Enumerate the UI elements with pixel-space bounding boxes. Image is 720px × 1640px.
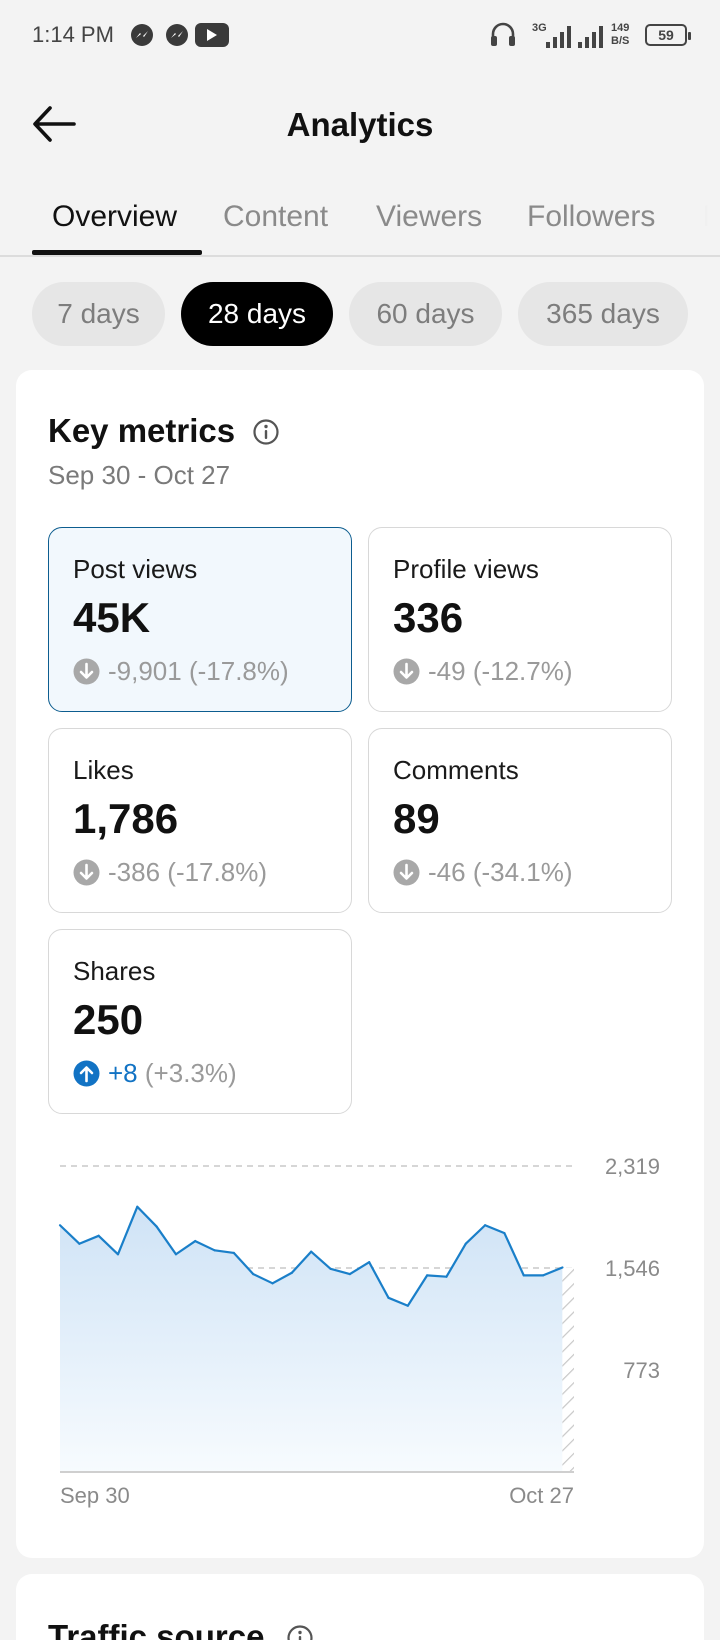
tab-active-indicator (32, 250, 202, 255)
range-365-days[interactable]: 365 days (518, 282, 688, 346)
metric-profile-views[interactable]: Profile views 336 -49 (-12.7%) (368, 527, 672, 712)
status-time: 1:14 PM (32, 22, 114, 47)
chart-incomplete-region (562, 1267, 574, 1472)
metric-shares[interactable]: Shares 250 +8 (+3.3%) (48, 929, 352, 1114)
chart-line-segment (116, 1205, 139, 1256)
battery-level: 59 (658, 27, 674, 43)
arrow-up-icon (73, 1060, 100, 1087)
chart-line-segment (290, 1250, 313, 1274)
signal-3g-icon: 3G (532, 22, 572, 50)
range-28-days[interactable]: 28 days (181, 282, 333, 346)
arrow-down-icon (73, 859, 100, 886)
chart-line-segment (348, 1261, 371, 1276)
traffic-source-card: Traffic source (16, 1574, 704, 1640)
metric-delta: -49 (-12.7%) (393, 656, 573, 687)
chart-line-segment (252, 1272, 274, 1285)
page-title: Analytics (286, 106, 434, 143)
messenger-icon (166, 24, 188, 46)
key-metrics-title: Key metrics (48, 412, 236, 449)
chart-line-segment (387, 1296, 409, 1307)
metric-post-views[interactable]: Post views 45K -9,901 (-17.8%) (48, 527, 352, 712)
arrow-down-icon (393, 859, 420, 886)
chart-line-segment (503, 1232, 525, 1277)
metric-value: 89 (393, 795, 440, 842)
info-icon[interactable] (252, 418, 280, 446)
traffic-source-title: Traffic source (48, 1618, 265, 1640)
chart-line-segment (406, 1274, 429, 1307)
signal-icon (578, 26, 603, 48)
metric-label: Profile views (393, 554, 539, 584)
metric-label: Likes (73, 755, 134, 785)
chart-y-tick-label: 773 (623, 1358, 660, 1383)
chart-area (60, 1206, 563, 1472)
metric-label: Comments (393, 755, 519, 785)
youtube-icon (195, 23, 229, 47)
metric-value: 250 (73, 996, 144, 1043)
metric-label: Post views (73, 554, 198, 584)
chart-y-tick-label: 1,546 (605, 1256, 660, 1281)
chart-line-segment (97, 1234, 120, 1256)
arrow-down-icon (73, 658, 100, 685)
metric-label: Shares (73, 956, 156, 986)
tab-content[interactable]: Content (223, 200, 329, 233)
range-7-days[interactable]: 7 days (32, 282, 165, 346)
metric-delta: -46 (-34.1%) (393, 857, 573, 888)
metric-likes[interactable]: Likes 1,786 -386 (-17.8%) (48, 728, 352, 913)
chart-line-segment (368, 1261, 390, 1299)
metric-delta: +8 (+3.3%) (73, 1058, 237, 1089)
metric-delta: -9,901 (-17.8%) (73, 656, 289, 687)
chart-line-segment (426, 1274, 448, 1278)
chart-line-segment (194, 1239, 216, 1252)
info-icon[interactable] (286, 1624, 314, 1640)
range-60-days[interactable]: 60 days (349, 282, 502, 346)
metric-delta: -386 (-17.8%) (73, 857, 267, 888)
metric-comments[interactable]: Comments 89 -46 (-34.1%) (368, 728, 672, 913)
chart-line-segment (213, 1249, 236, 1255)
tab-bar: Overview Content Viewers Followers L (0, 184, 720, 257)
metric-value: 1,786 (73, 795, 179, 842)
back-arrow-icon[interactable] (30, 102, 78, 146)
chart-line-segment (310, 1250, 332, 1270)
chart-line-segment (445, 1242, 467, 1278)
chart-line-segment (329, 1267, 351, 1276)
chart-x-start-label: Sep 30 (60, 1483, 130, 1508)
tab-viewers[interactable]: Viewers (376, 200, 483, 233)
metric-value: 45K (73, 594, 151, 641)
date-range-label: Sep 30 - Oct 27 (48, 460, 231, 490)
tab-followers[interactable]: Followers (527, 200, 656, 233)
battery-icon: 59 (645, 24, 691, 46)
chart-line-segment (78, 1234, 100, 1245)
messenger-icon (131, 24, 153, 46)
chart-x-end-label: Oct 27 (509, 1483, 574, 1508)
chart-line-segment (58, 1224, 81, 1245)
app-header: Analytics (0, 82, 720, 168)
chart-line-segment (232, 1251, 255, 1276)
key-metrics-card: Key metrics Sep 30 - Oct 27 Post views 4… (16, 370, 704, 1558)
tab-overview[interactable]: Overview (52, 200, 178, 233)
arrow-down-icon (393, 658, 420, 685)
chart-line-segment (136, 1205, 158, 1228)
chart-y-tick-label: 2,319 (605, 1154, 660, 1179)
chart-line-segment (174, 1239, 197, 1256)
chart-line-segment (464, 1224, 487, 1245)
network-speed: 149 B/S (611, 22, 630, 47)
chart-line-segment (271, 1271, 293, 1285)
status-bar: 1:14 PM 3G 149 B/S 59 (0, 0, 720, 72)
chart-line-segment (155, 1225, 178, 1256)
tab-fade (660, 184, 720, 255)
chart-line-segment (541, 1266, 564, 1277)
chart-line-segment (484, 1224, 506, 1235)
metric-value: 336 (393, 594, 464, 641)
headphones-icon (491, 22, 515, 46)
